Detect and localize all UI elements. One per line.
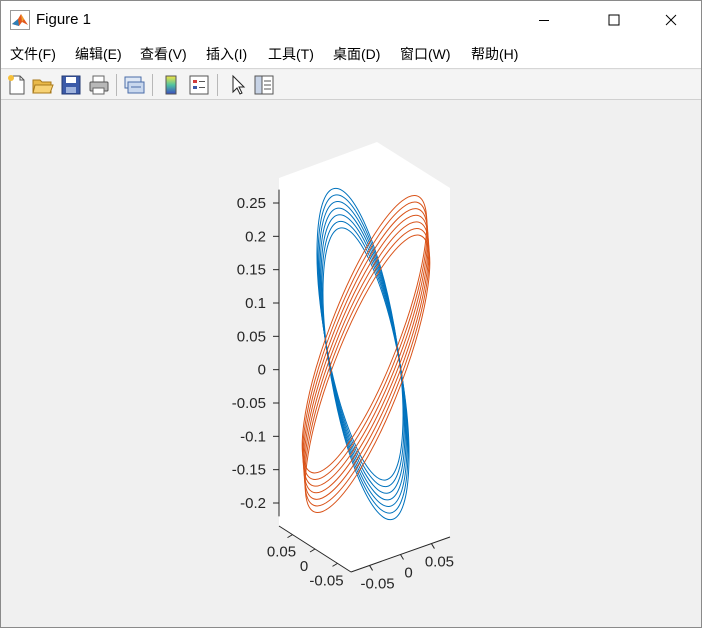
spiral-loop	[322, 227, 410, 521]
x-tick-label: 0.05	[425, 554, 454, 571]
spiral-loop	[304, 234, 431, 514]
legend-icon[interactable]	[187, 73, 211, 97]
z-axis: -0.2 -0.15 -0.1 -0.05 0 0.05 0.1 0.15 0.2 0.25	[232, 189, 280, 517]
menu-view[interactable]: 查看(V)	[140, 46, 187, 62]
spiral-loop	[303, 221, 430, 500]
minimize-icon	[539, 20, 549, 21]
minimize-button[interactable]	[521, 1, 567, 39]
open-file-icon[interactable]	[31, 73, 55, 97]
new-figure-icon[interactable]	[5, 73, 29, 97]
menu-desktop[interactable]: 桌面(D)	[333, 46, 381, 62]
maximize-icon	[608, 14, 620, 26]
spiral-loop	[303, 214, 429, 494]
z-tick-label: -0.2	[240, 495, 266, 512]
toolbar-separator	[116, 74, 117, 96]
plot-lines	[301, 187, 431, 521]
close-button[interactable]	[648, 1, 694, 39]
menu-edit[interactable]: 编辑(E)	[75, 46, 122, 62]
menu-insert[interactable]: 插入(I)	[206, 46, 248, 62]
maximize-button[interactable]	[591, 1, 637, 39]
y-tick-mark	[309, 548, 316, 553]
save-icon[interactable]	[59, 73, 83, 97]
title-bar[interactable]: Figure 1	[1, 1, 701, 39]
toolbar	[1, 70, 701, 100]
spiral-loop	[304, 227, 430, 507]
x-tick-mark	[431, 543, 435, 549]
spiral-loop	[302, 208, 429, 487]
z-tick-label: -0.1	[240, 428, 266, 445]
matlab-icon	[10, 10, 30, 30]
z-tick-label: 0.2	[245, 228, 266, 245]
axes-background	[279, 142, 450, 572]
z-tick-label: 0	[258, 362, 266, 379]
y-tick-label: -0.05	[309, 572, 343, 589]
x-axis: -0.05 0 0.05	[350, 536, 454, 592]
x-tick-label: -0.05	[360, 575, 394, 592]
x-tick-mark	[400, 554, 404, 560]
z-tick-label: 0.1	[245, 295, 266, 312]
property-inspector-icon[interactable]	[252, 73, 276, 97]
print-icon[interactable]	[87, 73, 111, 97]
z-tick-label: 0.25	[237, 195, 266, 212]
menu-window[interactable]: 窗口(W)	[400, 46, 451, 62]
pointer-icon[interactable]	[225, 73, 249, 97]
orange-spiral-series	[301, 194, 431, 514]
x-tick-mark	[369, 565, 373, 571]
close-icon	[665, 14, 677, 26]
toolbar-separator	[152, 74, 153, 96]
link-icon[interactable]	[122, 73, 146, 97]
toolbar-separator	[217, 74, 218, 96]
menu-file[interactable]: 文件(F)	[10, 46, 56, 62]
x-tick-label: 0	[404, 565, 412, 582]
y-tick-label: 0	[300, 558, 308, 575]
z-tick-label: 0.05	[237, 328, 266, 345]
y-tick-label: 0.05	[267, 544, 296, 561]
menu-tools[interactable]: 工具(T)	[268, 46, 314, 62]
spiral-loop	[301, 194, 428, 474]
y-tick-mark	[332, 562, 338, 567]
menu-bar: 文件(F) 编辑(E) 查看(V) 插入(I) 工具(T) 桌面(D) 窗口(W…	[1, 39, 701, 98]
colorbar-icon[interactable]	[159, 73, 183, 97]
z-tick-label: -0.05	[232, 395, 266, 412]
z-tick-label: -0.15	[232, 462, 266, 479]
y-tick-mark	[287, 534, 293, 539]
figure-canvas[interactable]: -0.2 -0.15 -0.1 -0.05 0 0.05 0.1 0.15 0.2 0.25 -0…	[1, 101, 701, 627]
z-tick-label: 0.15	[237, 262, 266, 279]
menu-help[interactable]: 帮助(H)	[471, 46, 519, 62]
spiral-loop	[302, 201, 428, 481]
window-title: Figure 1	[36, 11, 92, 28]
